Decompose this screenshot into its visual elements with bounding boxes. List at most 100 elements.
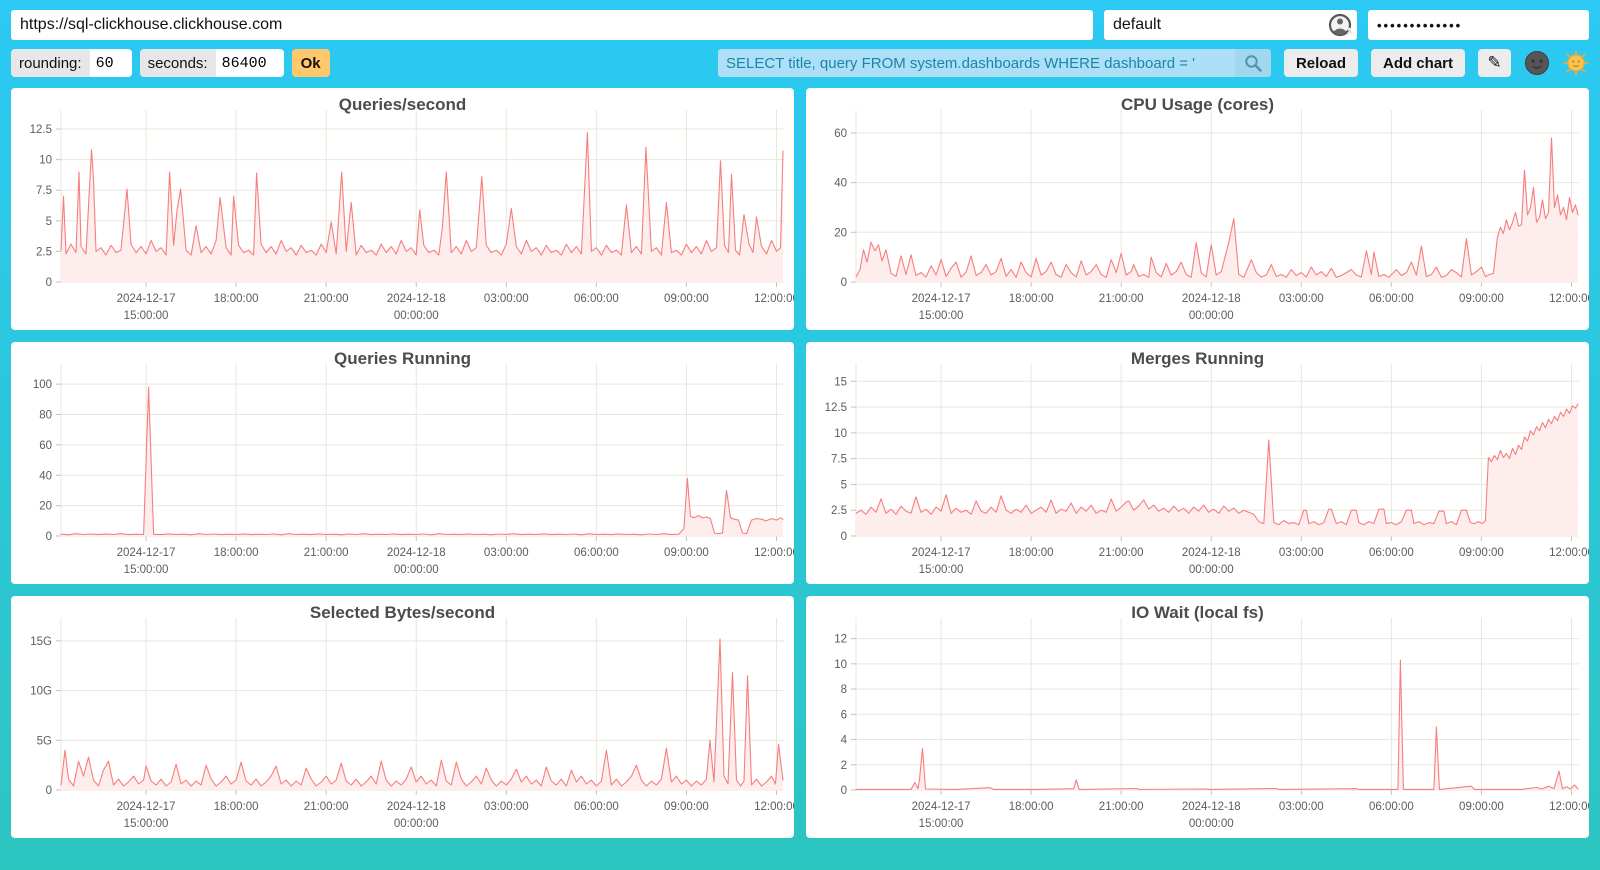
chart-plot[interactable]: 2024-12-17 15:00:00 18:00:00 21:00:00 2024-1…	[11, 342, 794, 584]
charts-grid: Queries/second 2024-12-17 15:00:00 18:00:00…	[11, 88, 1589, 838]
svg-text:09:00:00: 09:00:00	[664, 293, 709, 305]
chart-plot[interactable]: 2024-12-17 15:00:00 18:00:00 21:00:00 2024-1…	[806, 88, 1589, 330]
svg-text:2024-12-17: 2024-12-17	[912, 801, 971, 813]
svg-text:00:00:00: 00:00:00	[394, 310, 439, 322]
svg-text:00:00:00: 00:00:00	[1189, 564, 1234, 576]
svg-text:03:00:00: 03:00:00	[484, 801, 529, 813]
password-manager-icon[interactable]: ✗	[1328, 13, 1352, 37]
light-theme-toggle[interactable]	[1563, 50, 1589, 76]
chart-plot[interactable]: 2024-12-17 15:00:00 18:00:00 21:00:00 2024-1…	[11, 88, 794, 330]
password-input[interactable]	[1368, 10, 1589, 40]
svg-text:00:00:00: 00:00:00	[1189, 818, 1234, 830]
svg-text:21:00:00: 21:00:00	[1099, 293, 1144, 305]
svg-text:09:00:00: 09:00:00	[664, 801, 709, 813]
svg-text:0: 0	[841, 277, 847, 289]
svg-text:5G: 5G	[37, 735, 52, 747]
svg-text:2024-12-18: 2024-12-18	[1182, 293, 1241, 305]
svg-text:06:00:00: 06:00:00	[1369, 293, 1414, 305]
svg-text:15:00:00: 15:00:00	[919, 818, 964, 830]
svg-text:0: 0	[46, 277, 52, 289]
svg-text:12:00:00: 12:00:00	[754, 547, 794, 559]
connection-bar: ✗	[11, 10, 1589, 40]
svg-text:06:00:00: 06:00:00	[574, 293, 619, 305]
svg-text:✗: ✗	[1346, 27, 1353, 37]
chart-plot[interactable]: 2024-12-17 15:00:00 18:00:00 21:00:00 2024-1…	[806, 342, 1589, 584]
user-input[interactable]	[1104, 10, 1357, 40]
run-search-button[interactable]	[1234, 49, 1271, 77]
svg-text:18:00:00: 18:00:00	[214, 293, 259, 305]
svg-text:21:00:00: 21:00:00	[304, 547, 349, 559]
seconds-input[interactable]	[215, 49, 284, 77]
svg-text:40: 40	[834, 178, 847, 190]
ok-button[interactable]: Ok	[291, 49, 330, 77]
svg-text:12:00:00: 12:00:00	[754, 293, 794, 305]
rounding-control: rounding:	[11, 49, 132, 77]
svg-text:15:00:00: 15:00:00	[124, 818, 169, 830]
svg-text:5: 5	[46, 216, 52, 228]
svg-text:2024-12-18: 2024-12-18	[387, 547, 446, 559]
search-group: Reload Add chart ✎	[717, 49, 1589, 77]
svg-text:0: 0	[841, 785, 847, 797]
svg-text:100: 100	[33, 379, 52, 391]
svg-text:09:00:00: 09:00:00	[1459, 293, 1504, 305]
svg-text:18:00:00: 18:00:00	[214, 547, 259, 559]
svg-text:2.5: 2.5	[36, 246, 52, 258]
dark-theme-toggle[interactable]	[1524, 50, 1550, 76]
svg-text:06:00:00: 06:00:00	[574, 801, 619, 813]
svg-text:09:00:00: 09:00:00	[664, 547, 709, 559]
svg-text:03:00:00: 03:00:00	[484, 547, 529, 559]
svg-text:10: 10	[834, 428, 847, 440]
svg-text:03:00:00: 03:00:00	[1279, 547, 1324, 559]
chart-panel-4: Merges Running 2024-12-17 15:00:00 18:00:00…	[806, 342, 1589, 584]
reload-button[interactable]: Reload	[1283, 49, 1358, 77]
chart-panel-1: Queries/second 2024-12-17 15:00:00 18:00:00…	[11, 88, 794, 330]
svg-text:18:00:00: 18:00:00	[214, 801, 259, 813]
chart-panel-6: IO Wait (local fs) 2024-12-17 15:00:00 18:0…	[806, 596, 1589, 838]
pencil-icon: ✎	[1487, 53, 1502, 72]
chart-plot[interactable]: 2024-12-17 15:00:00 18:00:00 21:00:00 2024-1…	[11, 596, 794, 838]
svg-text:2024-12-17: 2024-12-17	[912, 293, 971, 305]
add-chart-button[interactable]: Add chart	[1370, 49, 1465, 77]
svg-text:0: 0	[841, 531, 847, 543]
svg-text:7.5: 7.5	[831, 454, 847, 466]
svg-text:21:00:00: 21:00:00	[1099, 547, 1144, 559]
svg-text:12:00:00: 12:00:00	[1549, 547, 1589, 559]
magnifier-icon	[1245, 55, 1262, 72]
svg-text:10G: 10G	[30, 686, 52, 698]
svg-text:21:00:00: 21:00:00	[304, 801, 349, 813]
svg-text:2024-12-18: 2024-12-18	[1182, 547, 1241, 559]
svg-text:21:00:00: 21:00:00	[304, 293, 349, 305]
svg-text:06:00:00: 06:00:00	[1369, 801, 1414, 813]
svg-text:2.5: 2.5	[831, 505, 847, 517]
svg-text:80: 80	[39, 410, 52, 422]
svg-text:4: 4	[841, 735, 848, 747]
svg-text:7.5: 7.5	[36, 185, 52, 197]
dashboard-query-input[interactable]	[717, 49, 1235, 77]
svg-text:8: 8	[841, 684, 847, 696]
edit-button[interactable]: ✎	[1478, 49, 1511, 77]
svg-text:09:00:00: 09:00:00	[1459, 801, 1504, 813]
svg-text:10: 10	[39, 155, 52, 167]
svg-text:2024-12-17: 2024-12-17	[912, 547, 971, 559]
svg-text:12: 12	[834, 634, 847, 646]
svg-text:00:00:00: 00:00:00	[1189, 310, 1234, 322]
svg-text:0: 0	[46, 785, 52, 797]
svg-text:2024-12-18: 2024-12-18	[1182, 801, 1241, 813]
server-url-input[interactable]	[11, 10, 1093, 40]
svg-text:00:00:00: 00:00:00	[394, 818, 439, 830]
rounding-input[interactable]	[89, 49, 132, 77]
svg-text:15:00:00: 15:00:00	[919, 310, 964, 322]
svg-text:2024-12-17: 2024-12-17	[117, 547, 176, 559]
svg-text:06:00:00: 06:00:00	[574, 547, 619, 559]
svg-text:10: 10	[834, 659, 847, 671]
svg-text:18:00:00: 18:00:00	[1009, 293, 1054, 305]
svg-text:06:00:00: 06:00:00	[1369, 547, 1414, 559]
chart-plot[interactable]: 2024-12-17 15:00:00 18:00:00 21:00:00 2024-1…	[806, 596, 1589, 838]
svg-text:2: 2	[841, 760, 847, 772]
svg-text:2024-12-17: 2024-12-17	[117, 801, 176, 813]
seconds-control: seconds:	[139, 49, 284, 77]
svg-text:00:00:00: 00:00:00	[394, 564, 439, 576]
svg-text:2024-12-18: 2024-12-18	[387, 801, 446, 813]
svg-text:0: 0	[46, 531, 52, 543]
svg-text:15: 15	[834, 376, 847, 388]
